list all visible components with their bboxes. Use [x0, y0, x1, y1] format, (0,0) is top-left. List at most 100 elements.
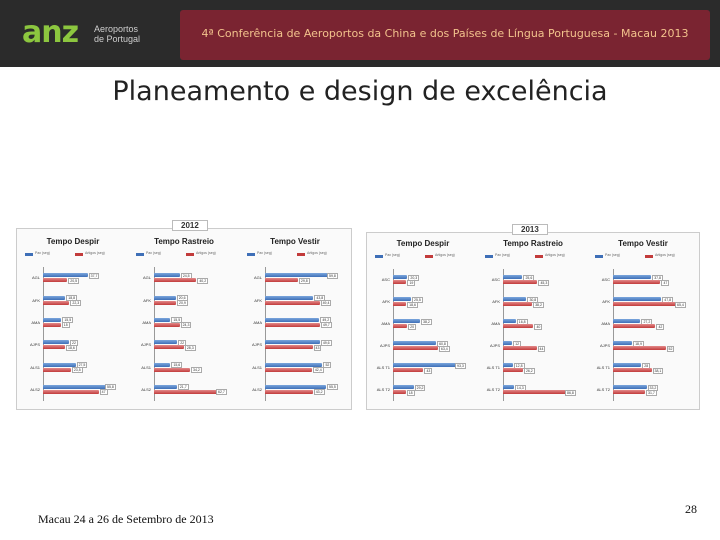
legend-label: Pax (seg)	[257, 251, 272, 255]
chart-title: Tempo Rastreio	[503, 239, 563, 248]
category-label: ALS1	[30, 364, 40, 370]
category-label: ALS T1	[596, 365, 610, 370]
chart-2012-tempo-despir: Tempo Despir Pax (seg) Artigos (seg) AGL 37,…	[19, 237, 127, 407]
category-label: AFK	[602, 299, 610, 304]
conference-banner: 4ª Conferência de Aeroportos da China e …	[180, 10, 710, 60]
category-label: ALS T2	[596, 387, 610, 392]
data-label: 18	[406, 389, 415, 396]
category-label: ALS2	[141, 386, 151, 392]
chart-axis	[613, 269, 614, 401]
chart-axis	[393, 269, 394, 401]
category-label: ALS T2	[376, 387, 390, 392]
bar-artigos	[613, 368, 652, 372]
chart-axis	[265, 267, 266, 401]
bar-artigos	[154, 389, 221, 394]
bar-artigos	[613, 324, 656, 328]
category-label: AFK	[492, 299, 500, 304]
category-label: ALS T1	[376, 365, 390, 370]
legend-label: Artigos (seg)	[655, 253, 675, 257]
bar-artigos	[393, 390, 406, 394]
bar-pax	[265, 273, 332, 278]
logo-wordmark: anz	[22, 15, 79, 50]
chart-title: Tempo Despir	[46, 237, 100, 246]
bar-pax	[154, 384, 177, 389]
bar-pax	[154, 273, 180, 278]
data-label: 43	[424, 367, 433, 374]
data-label: 52	[666, 345, 675, 352]
chart-legend: Pax (seg) Artigos (seg)	[19, 250, 127, 258]
bar-pax	[613, 363, 642, 367]
data-label: 34,2	[191, 367, 202, 373]
bar-pax	[613, 297, 662, 301]
bar-pax	[503, 275, 523, 279]
chart-legend: Pax (seg) Artigos (seg)	[130, 250, 238, 258]
bar-artigos	[154, 367, 191, 372]
data-label: 65,4	[675, 301, 686, 308]
page-number: 28	[685, 502, 697, 516]
bar-artigos	[265, 345, 313, 350]
bar-pax	[43, 362, 76, 367]
bar-artigos	[393, 302, 407, 306]
bar-artigos	[154, 278, 197, 283]
data-label: 93,3	[455, 362, 466, 369]
chart-title: Tempo Vestir	[618, 239, 668, 248]
bar-artigos	[393, 346, 438, 350]
data-label: 44	[537, 345, 546, 352]
bar-artigos	[265, 367, 312, 372]
legend-swatch	[25, 253, 33, 256]
legend-swatch	[535, 255, 543, 258]
data-label: 55,8	[105, 384, 116, 391]
category-label: AFK	[382, 299, 390, 304]
bar-artigos	[613, 302, 680, 306]
data-label: 43,8	[314, 295, 326, 301]
category-label: ALS1	[141, 364, 151, 370]
legend-label: Artigos (seg)	[545, 253, 565, 257]
chart-legend: Pax (seg) Artigos (seg)	[589, 252, 697, 260]
bar-pax	[613, 319, 641, 323]
category-label: AMA	[142, 319, 151, 325]
bar-artigos	[154, 300, 177, 305]
bar-artigos	[265, 300, 320, 305]
bar-pax	[265, 295, 314, 300]
bar-pax	[613, 341, 633, 345]
category-label: AJPS	[29, 342, 40, 348]
data-label: 45,3	[538, 279, 550, 286]
chart-2013-tempo-rastreio: Tempo Rastreio Pax (seg) Artigos (seg) ASC 2…	[479, 239, 587, 407]
chart-legend: Pax (seg) Artigos (seg)	[241, 250, 349, 258]
legend-label: Pax (seg)	[146, 251, 161, 255]
data-label: 59,8	[327, 272, 338, 279]
legend-label: Pax (seg)	[605, 253, 620, 257]
logo-sub-line2: de Portugal	[94, 34, 141, 44]
category-label: ALS T2	[486, 387, 500, 392]
footer-date: Macau 24 a 26 de Setembro de 2013	[38, 512, 214, 526]
category-label: AMA	[601, 321, 610, 326]
bar-artigos	[503, 390, 570, 394]
category-label: AJPS	[599, 343, 610, 348]
chart-title: Tempo Vestir	[270, 237, 320, 246]
data-label: 47	[661, 279, 670, 286]
bar-pax	[393, 319, 421, 323]
data-label: 30,8	[527, 296, 539, 303]
chart-axis	[503, 269, 504, 401]
data-label: 20,9	[177, 300, 188, 306]
bar-artigos	[43, 389, 99, 394]
category-label: AFK	[32, 297, 40, 303]
category-label: AJPS	[140, 342, 151, 348]
data-label: 38,2	[421, 318, 432, 325]
category-label: AFK	[254, 297, 262, 303]
legend-swatch	[595, 255, 603, 258]
category-label: AJPS	[379, 343, 390, 348]
bar-pax	[43, 384, 110, 389]
category-label: AMA	[381, 321, 390, 326]
bar-pax	[154, 362, 171, 367]
bar-artigos	[393, 280, 407, 284]
panel-2013-label: 2013	[512, 224, 548, 235]
category-label: AFK	[143, 297, 151, 303]
legend-label: Pax (seg)	[495, 253, 510, 257]
legend-swatch	[645, 255, 653, 258]
bar-pax	[393, 275, 408, 279]
data-label: 43	[313, 344, 322, 351]
data-label: 20,5	[68, 277, 80, 284]
data-label: 47	[99, 389, 108, 396]
bar-pax	[43, 340, 70, 345]
